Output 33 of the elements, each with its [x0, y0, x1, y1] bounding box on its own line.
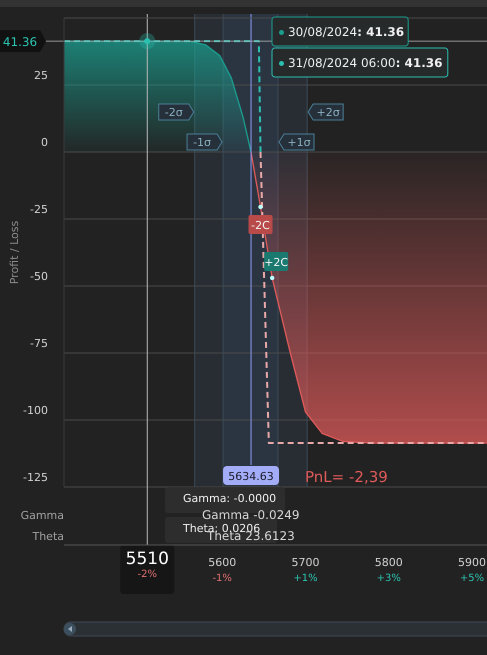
x-tick-label: 5800 [374, 556, 403, 569]
ref-line-label: -2σ [164, 106, 183, 119]
ref-line-label: 5634.63 [228, 470, 274, 483]
text: Gamma [20, 509, 64, 522]
text: +3% [376, 573, 401, 584]
ref-line-label: -1σ [193, 136, 212, 149]
annotation: -2C [251, 218, 270, 232]
text: -1% [212, 573, 232, 584]
x-tick-label: 5900 [458, 556, 486, 569]
ref-line-label: 5510 [126, 549, 169, 569]
y-axis-title: Profit / Loss [8, 220, 21, 284]
y-tick-label: -50 [30, 270, 48, 283]
ref-line-label: 41.36 [2, 35, 38, 50]
x-tick-label: 5700 [291, 556, 320, 569]
annotation: PnL= -2,39 [305, 468, 388, 486]
text: +1% [293, 573, 318, 584]
y-tick-label: -125 [23, 471, 48, 484]
y-tick-label: -75 [30, 337, 48, 350]
ref-line-label: +2σ [316, 106, 340, 119]
y-tick-label: -25 [30, 203, 48, 216]
text: -2% [138, 569, 158, 580]
text: Theta [31, 530, 64, 543]
x-tick-label: 5600 [208, 556, 236, 569]
annotation: : 41.36 [357, 25, 404, 39]
ref-line-label: +1σ [287, 136, 311, 149]
text: Gamma: -0.0000 [183, 492, 276, 505]
annotation: +2C [264, 256, 288, 269]
y-tick-label: 0 [41, 136, 48, 149]
text: +5% [460, 573, 484, 584]
y-tick-label: 25 [34, 69, 48, 82]
y-tick-label: -100 [23, 404, 48, 417]
text: Gamma -0.0249 [202, 508, 300, 522]
annotation: : 41.36 [396, 56, 442, 70]
